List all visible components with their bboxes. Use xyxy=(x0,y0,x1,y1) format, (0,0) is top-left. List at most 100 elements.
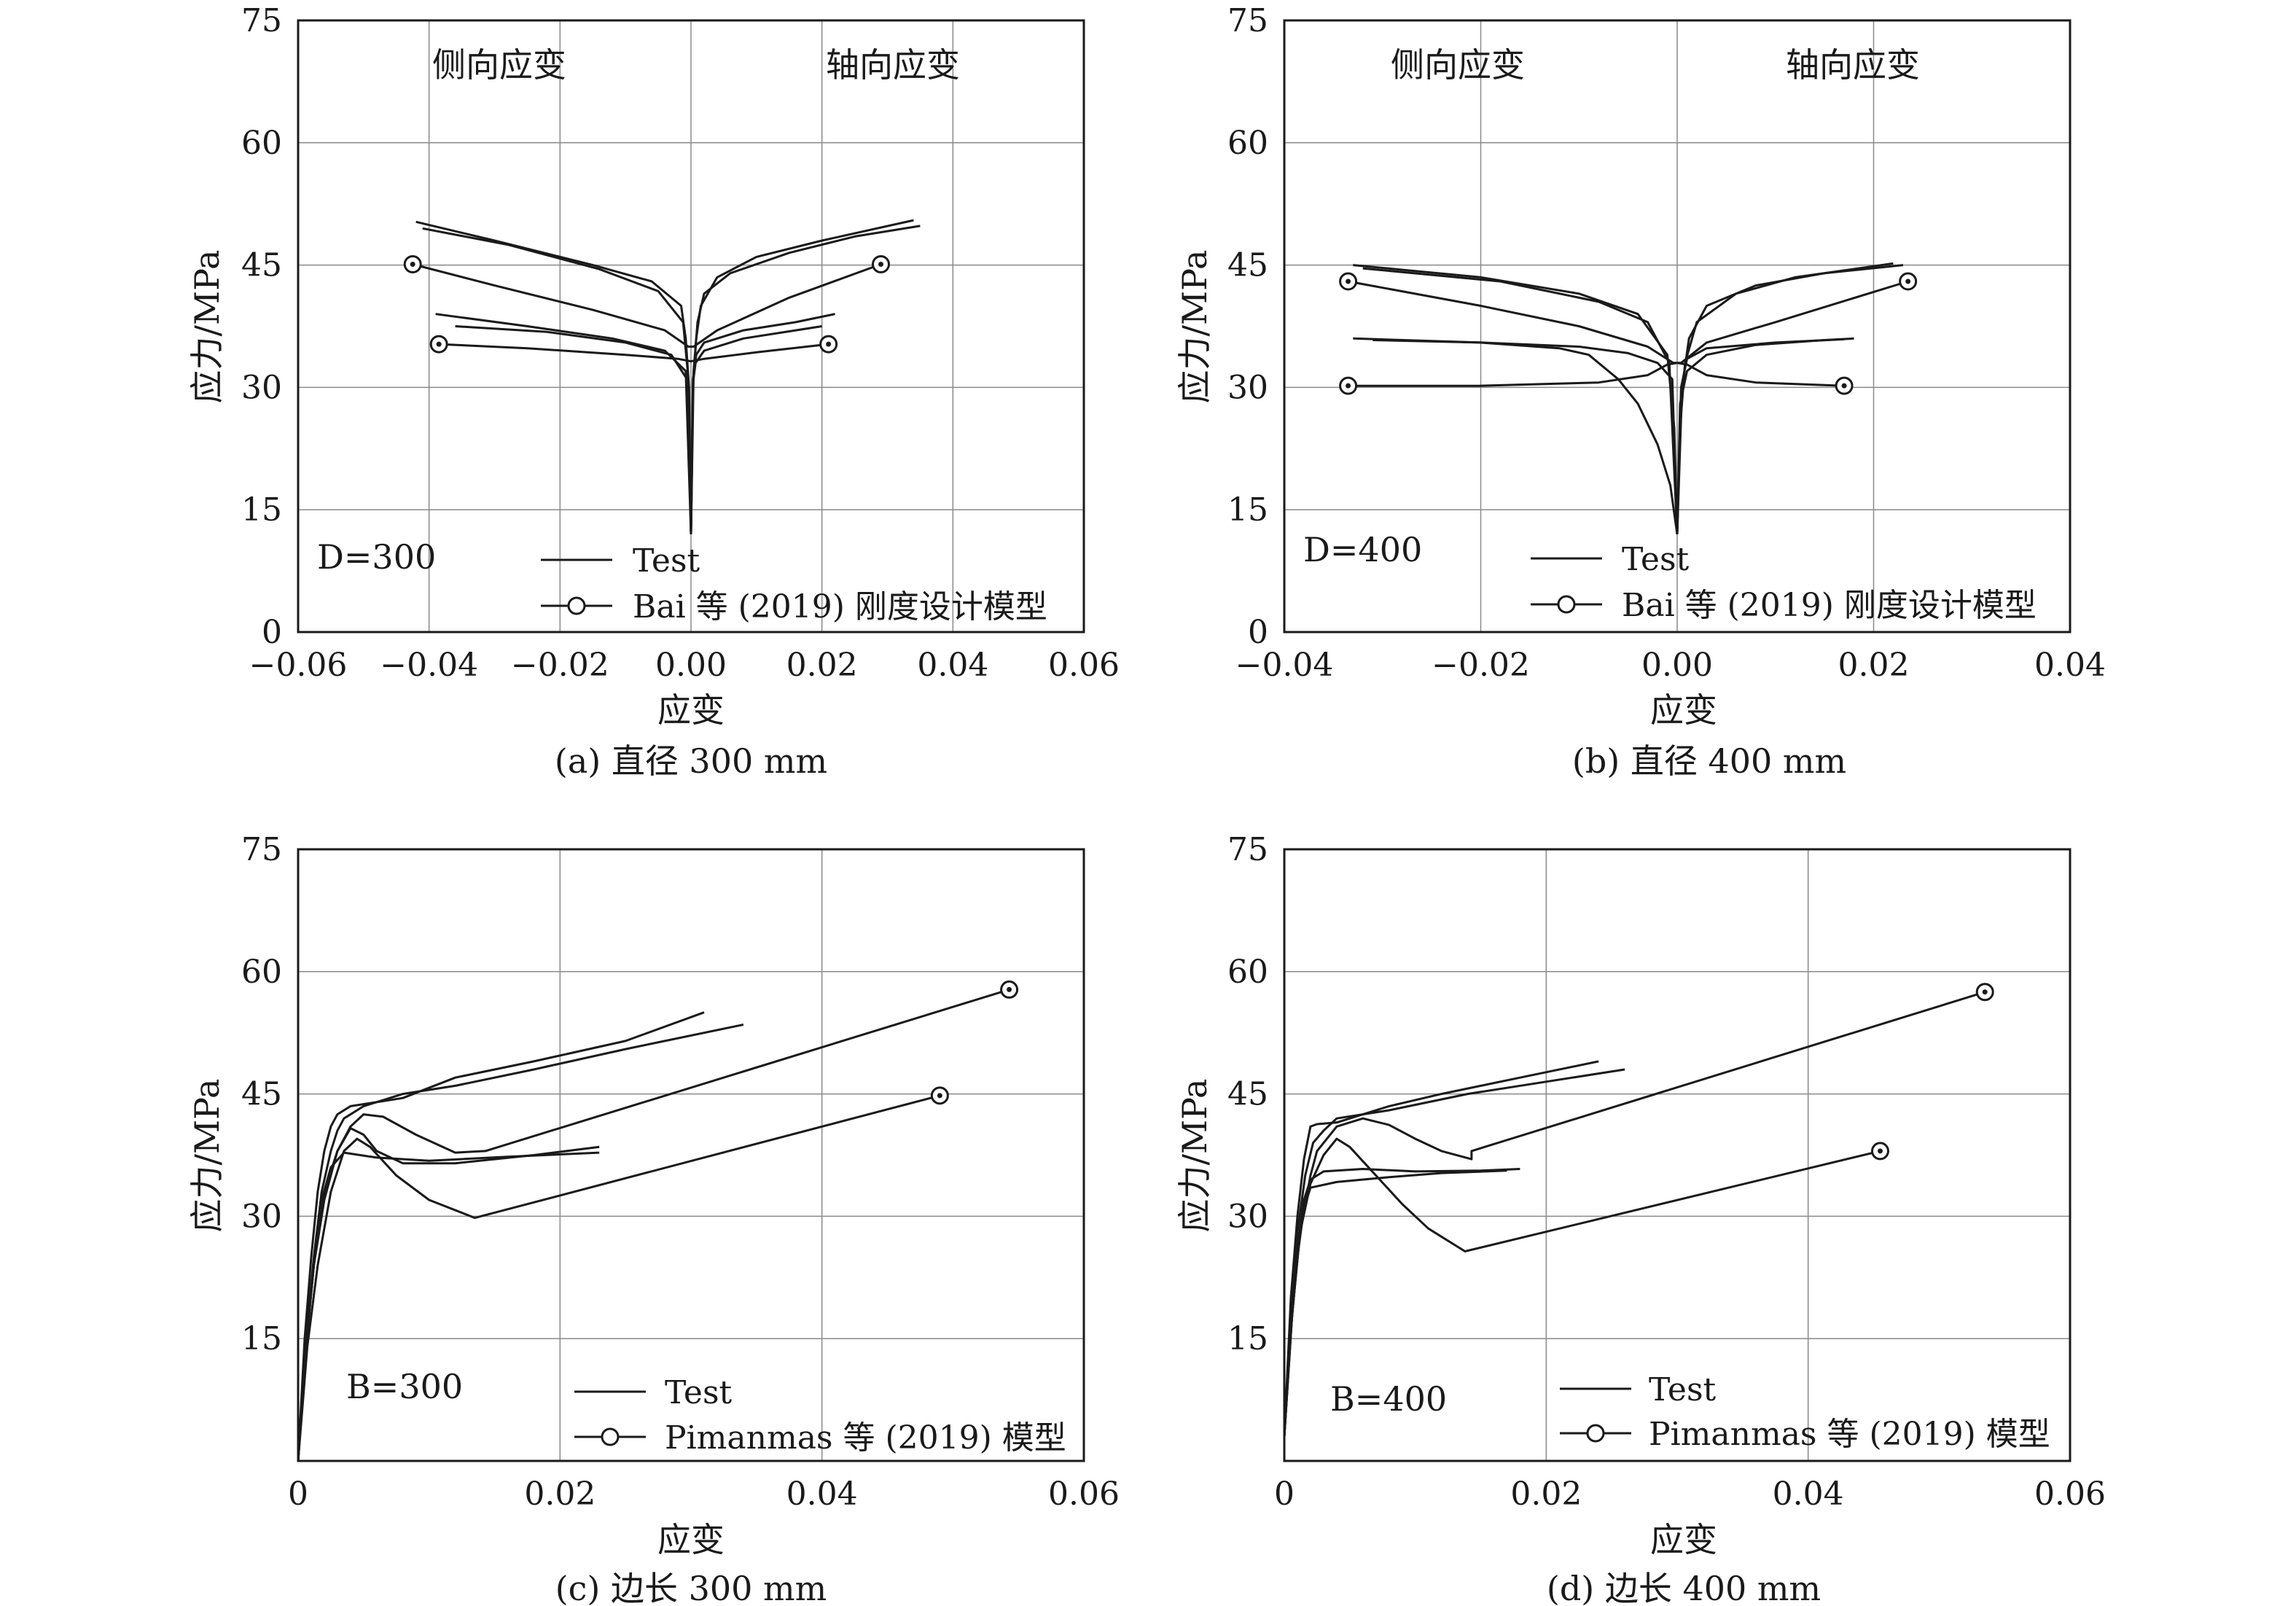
legend-model-label: Bai 等 (2019) 刚度设计模型 xyxy=(633,588,1047,625)
model-marker-dot xyxy=(826,341,832,347)
y-tick-label: 60 xyxy=(241,954,282,991)
y-tick-label: 30 xyxy=(241,1198,282,1235)
chart-panel-c: 0 0.02 0.04 0.06 15 30 45 60 75 B=300 Test Piman… xyxy=(187,831,1120,1606)
legend-test-label: Test xyxy=(633,542,700,580)
legend-model-marker xyxy=(1557,595,1576,614)
y-tick-label: 45 xyxy=(1227,247,1268,284)
y-tick-label: 0 xyxy=(1248,614,1268,651)
panel-caption: (c) 边长 300 mm xyxy=(555,1569,827,1606)
x-axis-label: 应变 xyxy=(657,1520,725,1559)
y-tick-label: 30 xyxy=(1227,1198,1268,1235)
x-tick-label: 0.02 xyxy=(524,1476,596,1513)
model-marker-dot xyxy=(1346,383,1351,389)
y-axis-label: 应力/MPa xyxy=(187,250,227,404)
model-series-line xyxy=(1348,280,1909,365)
model-series-line xyxy=(412,263,882,348)
y-tick-label: 75 xyxy=(1227,2,1268,39)
y-tick-label: 0 xyxy=(262,614,282,651)
panel-caption: (d) 边长 400 mm xyxy=(1547,1569,1821,1606)
panel-caption: (b) 直径 400 mm xyxy=(1572,741,1846,781)
x-tick-label: −0.04 xyxy=(380,647,478,684)
test-series-line xyxy=(297,1011,705,1462)
x-tick-label: −0.04 xyxy=(1235,647,1334,684)
test-series-line xyxy=(1676,264,1904,534)
y-axis-label: 应力/MPa xyxy=(1175,1079,1214,1233)
legend-model-marker xyxy=(567,596,586,615)
y-tick-label: 15 xyxy=(1227,491,1268,529)
panel-annotation: B=400 xyxy=(1330,1379,1447,1419)
legend-test-label: Test xyxy=(1649,1371,1717,1408)
x-axis-label: 应变 xyxy=(1650,1520,1717,1559)
region-label-axial: 轴向应变 xyxy=(1786,45,1920,85)
x-tick-label: −0.02 xyxy=(1432,647,1530,684)
region-label-lateral: 侧向应变 xyxy=(1391,45,1525,85)
panel-caption: (a) 直径 300 mm xyxy=(555,741,827,781)
test-series-line xyxy=(1353,337,1679,534)
plot-frame xyxy=(297,19,1085,634)
x-tick-label: 0.04 xyxy=(917,647,988,684)
legend-model-marker xyxy=(1586,1424,1605,1443)
test-series-line xyxy=(435,313,692,534)
legend-model-marker xyxy=(601,1427,620,1446)
test-series-line xyxy=(422,227,692,534)
test-series-line xyxy=(1372,339,1679,535)
model-marker-dot xyxy=(1905,278,1911,284)
chart-panel-d: 0 0.02 0.04 0.06 15 30 45 60 75 B=400 Test Piman… xyxy=(1175,831,2106,1606)
x-tick-label: 0.00 xyxy=(655,647,727,684)
x-tick-label: 0 xyxy=(288,1476,308,1513)
model-marker-dot xyxy=(1841,383,1847,389)
test-series-line xyxy=(1676,337,1854,534)
test-series-line xyxy=(1362,267,1679,534)
plot-frame xyxy=(1283,848,2072,1462)
x-tick-label: 0.04 xyxy=(786,1476,858,1513)
x-tick-label: 0.02 xyxy=(786,647,858,684)
test-series-line xyxy=(297,1127,600,1462)
model-marker-dot xyxy=(1877,1148,1883,1154)
test-series-line xyxy=(455,325,692,534)
y-tick-label: 60 xyxy=(1227,125,1268,162)
x-tick-label: 0 xyxy=(1274,1476,1295,1513)
legend-model-label: Pimanmas 等 (2019) 模型 xyxy=(1649,1416,2050,1453)
test-series-line xyxy=(415,220,692,534)
x-tick-label: 0.06 xyxy=(1048,1476,1120,1513)
y-tick-label: 75 xyxy=(241,831,282,868)
model-marker-dot xyxy=(878,261,884,267)
test-series-line xyxy=(297,1151,600,1462)
y-tick-label: 75 xyxy=(1227,831,1268,868)
y-axis-label: 应力/MPa xyxy=(1175,250,1214,404)
plot-frame xyxy=(297,848,1085,1462)
x-tick-label: −0.06 xyxy=(249,647,348,684)
legend-model-label: Bai 等 (2019) 刚度设计模型 xyxy=(1622,587,2037,624)
model-series-line xyxy=(1283,991,1985,1437)
y-tick-label: 30 xyxy=(241,369,282,406)
y-tick-label: 30 xyxy=(1227,369,1268,406)
y-tick-label: 60 xyxy=(1227,954,1268,991)
panel-annotation: D=300 xyxy=(317,537,436,577)
y-tick-label: 15 xyxy=(241,1320,282,1357)
model-marker-dot xyxy=(1346,278,1351,284)
model-marker-dot xyxy=(410,261,415,267)
chart-panel-b: −0.04 −0.02 0.00 0.02 0.04 0 15 30 45 60 75 侧向应变 轴… xyxy=(1175,2,2106,781)
model-marker-dot xyxy=(1007,986,1012,992)
legend-model-label: Pimanmas 等 (2019) 模型 xyxy=(665,1419,1066,1457)
legend-test-label: Test xyxy=(1622,541,1690,578)
test-series-line xyxy=(1283,1068,1625,1437)
x-tick-label: 0.02 xyxy=(1838,647,1910,684)
y-tick-label: 15 xyxy=(241,491,282,529)
x-tick-label: 0.06 xyxy=(1048,647,1120,684)
model-marker-dot xyxy=(436,341,442,347)
x-tick-label: −0.02 xyxy=(511,647,609,684)
x-tick-label: 0.06 xyxy=(2034,1476,2106,1513)
x-tick-label: 0.00 xyxy=(1641,647,1713,684)
y-tick-label: 45 xyxy=(241,1076,282,1113)
test-series-line xyxy=(1676,338,1845,534)
plot-frame xyxy=(1283,19,2072,634)
test-series-line xyxy=(1353,264,1679,534)
x-axis-label: 应变 xyxy=(1650,690,1717,730)
model-series-line xyxy=(1348,362,1845,387)
model-marker-dot xyxy=(1982,989,1988,995)
y-tick-label: 15 xyxy=(1227,1320,1268,1357)
chart-panel-a: −0.06 −0.04 −0.02 0.00 0.02 0.04 0.06 0 15 30 45 60… xyxy=(187,2,1120,781)
model-series-line xyxy=(1283,1137,1881,1437)
